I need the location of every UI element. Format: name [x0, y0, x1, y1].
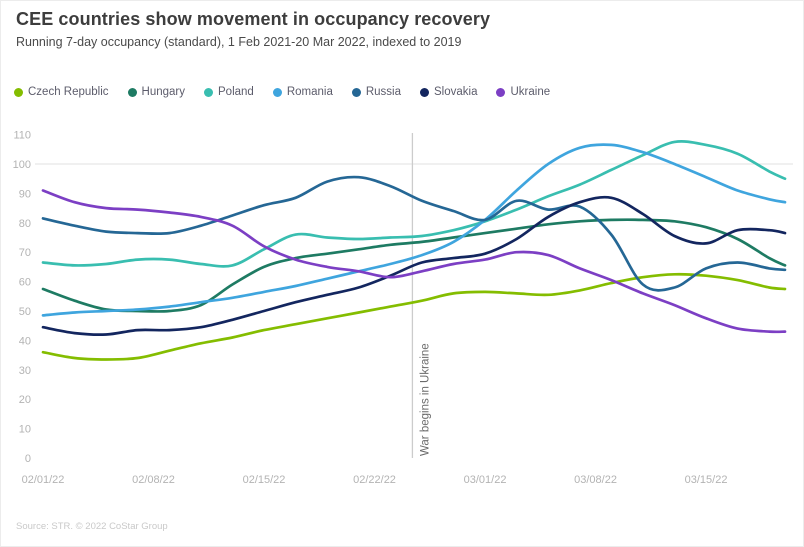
legend-dot-icon	[14, 87, 23, 97]
x-axis-tick-label: 03/08/22	[574, 474, 617, 486]
y-axis-tick-label: 100	[13, 159, 31, 171]
y-axis-tick-label: 50	[19, 306, 31, 318]
legend-label: Poland	[218, 86, 254, 98]
legend-item-hungary: Hungary	[127, 86, 186, 98]
series-line-romania	[41, 143, 787, 317]
x-axis-tick-label: 02/15/22	[243, 474, 286, 486]
y-axis-tick-label: 90	[19, 188, 31, 200]
series-line-russia	[41, 175, 787, 292]
y-axis-tick-label: 60	[19, 277, 31, 289]
legend-item-czech-republic: Czech Republic	[14, 86, 109, 98]
legend-label: Ukraine	[510, 86, 551, 98]
legend-dot-icon	[272, 87, 282, 97]
series-line-poland	[41, 140, 787, 268]
x-axis-tick-label: 02/01/22	[22, 474, 65, 486]
legend-label: Slovakia	[434, 86, 478, 98]
y-axis-tick-label: 40	[19, 335, 31, 347]
x-axis-tick-label: 03/15/22	[685, 474, 728, 486]
y-axis-tick-label: 20	[19, 394, 31, 406]
chart-subtitle: Running 7-day occupancy (standard), 1 Fe…	[16, 35, 462, 49]
legend-dot-icon	[496, 87, 506, 97]
legend-dot-icon	[204, 87, 214, 97]
legend-dot-icon	[127, 87, 137, 97]
legend-label: Hungary	[141, 86, 186, 98]
legend-item-poland: Poland	[204, 86, 254, 98]
y-axis-tick-label: 80	[19, 218, 31, 230]
legend-item-russia: Russia	[351, 86, 402, 98]
legend-item-romania: Romania	[272, 86, 333, 98]
chart-canvas: War begins in Ukraine 0 10 20 30 40 50 60 70 80 90…	[13, 130, 793, 486]
y-axis-tick-label: 10	[19, 424, 31, 436]
legend-dot-icon	[420, 87, 430, 97]
series-line-ukraine	[41, 189, 787, 334]
x-axis-tick-label: 03/01/22	[464, 474, 507, 486]
x-axis-tick-label: 02/08/22	[132, 474, 175, 486]
y-axis-tick-label: 110	[13, 130, 31, 142]
y-axis-tick-label: 70	[19, 247, 31, 259]
series-line-czech-republic	[41, 272, 787, 361]
legend-item-ukraine: Ukraine	[496, 86, 550, 98]
source-attribution: Source: STR. © 2022 CoStar Group	[16, 521, 168, 532]
y-axis-tick-label: 30	[19, 365, 31, 377]
legend-dot-icon	[351, 87, 361, 97]
legend-label: Romania	[286, 86, 333, 98]
chart-legend: Czech Republic Hungary Poland Romania Russia…	[14, 86, 550, 98]
y-axis-tick-label: 0	[25, 453, 31, 465]
legend-label: Russia	[365, 86, 402, 98]
legend-item-slovakia: Slovakia	[420, 86, 477, 98]
series-line-slovakia	[41, 195, 787, 337]
legend-label: Czech Republic	[28, 86, 109, 98]
x-axis-tick-label: 02/22/22	[353, 474, 396, 486]
series-line-hungary	[41, 218, 787, 313]
war-annotation-label: War begins in Ukraine	[419, 343, 431, 456]
chart-title: CEE countries show movement in occupancy…	[16, 9, 491, 29]
